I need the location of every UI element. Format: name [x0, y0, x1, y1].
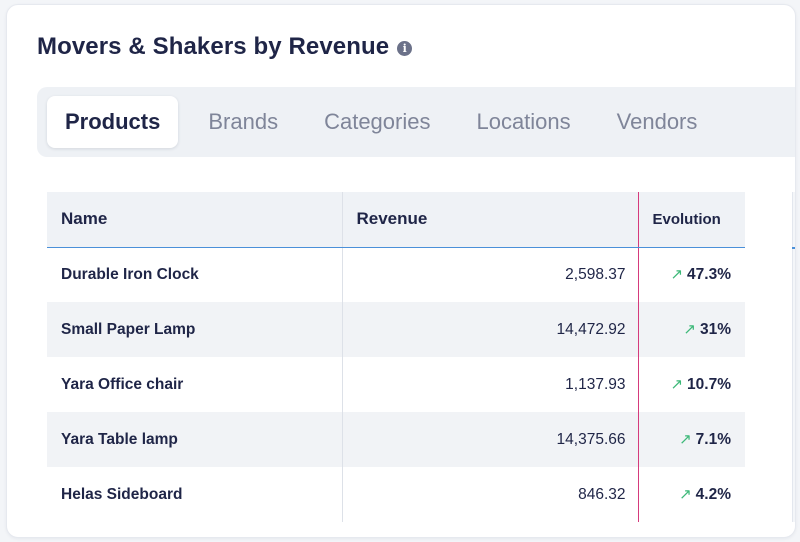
evolution-value: 4.2% [695, 486, 731, 503]
evolution-value: 47.3% [687, 266, 731, 284]
column-header-revenue[interactable]: Revenue [342, 192, 638, 248]
cell-evolution: ↗ 31% [637, 302, 745, 357]
table-overflow-column [792, 192, 795, 522]
card-header: Movers & Shakers by Revenue i [37, 29, 413, 65]
revenue-table-container: Name Revenue Evolution Durable Iron Cloc… [47, 192, 795, 522]
table-row[interactable]: Durable Iron Clock 2,598.37 ↗ 47.3% [47, 247, 745, 302]
table-header-row: Name Revenue Evolution [47, 192, 745, 248]
revenue-table: Name Revenue Evolution Durable Iron Cloc… [47, 192, 745, 522]
cell-evolution: ↗ 7.1% [637, 412, 745, 467]
evolution-value: 7.1% [695, 431, 731, 448]
info-icon[interactable]: i [397, 40, 413, 56]
cell-revenue: 1,137.93 [565, 375, 626, 393]
table-row[interactable]: Small Paper Lamp 14,472.92 ↗ 31% [47, 302, 745, 357]
tab-brands[interactable]: Brands [208, 109, 279, 134]
cell-name: Small Paper Lamp [47, 302, 343, 357]
cell-name: Durable Iron Clock [47, 247, 343, 302]
header-divider-overflow [792, 247, 795, 249]
evolution-value: 31% [699, 321, 731, 338]
column-header-evolution[interactable]: Evolution [637, 192, 745, 248]
evolution-value: 10.7% [687, 376, 731, 393]
cell-name: Helas Sideboard [47, 467, 343, 522]
trend-up-icon: ↗ [670, 376, 684, 393]
table-row[interactable]: Yara Office chair 1,137.93 ↗ 10.7% [47, 357, 745, 412]
cell-evolution: ↗ 10.7% [637, 357, 745, 412]
cell-revenue: 846.32 [578, 485, 626, 503]
trend-up-icon: ↗ [670, 266, 684, 284]
tab-products[interactable]: Products [47, 96, 179, 148]
tab-locations[interactable]: Locations [476, 109, 571, 134]
cell-name: Yara Office chair [47, 357, 343, 412]
trend-up-icon: ↗ [679, 431, 692, 448]
cell-evolution: ↗ 4.2% [637, 467, 745, 522]
column-header-name[interactable]: Name [47, 192, 343, 248]
table-row[interactable]: Yara Table lamp 14,375.66 ↗ 7.1% [47, 412, 745, 467]
tab-vendors[interactable]: Vendors [616, 109, 698, 134]
cell-revenue: 14,375.66 [342, 412, 638, 467]
cell-name: Yara Table lamp [47, 412, 343, 467]
trend-up-icon: ↗ [679, 486, 692, 503]
cell-evolution: ↗ 47.3% [637, 247, 745, 302]
tab-bar: Products Brands Categories Locations Ven… [37, 87, 795, 157]
table-row[interactable]: Helas Sideboard 846.32 ↗ 4.2% [47, 467, 745, 522]
cell-revenue: 14,472.92 [342, 302, 638, 357]
movers-shakers-card: Movers & Shakers by Revenue i Products B… [6, 4, 796, 538]
card-title: Movers & Shakers by Revenue [37, 33, 390, 60]
tab-categories[interactable]: Categories [324, 109, 431, 134]
trend-up-icon: ↗ [683, 321, 696, 338]
cell-revenue: 2,598.37 [565, 265, 626, 283]
